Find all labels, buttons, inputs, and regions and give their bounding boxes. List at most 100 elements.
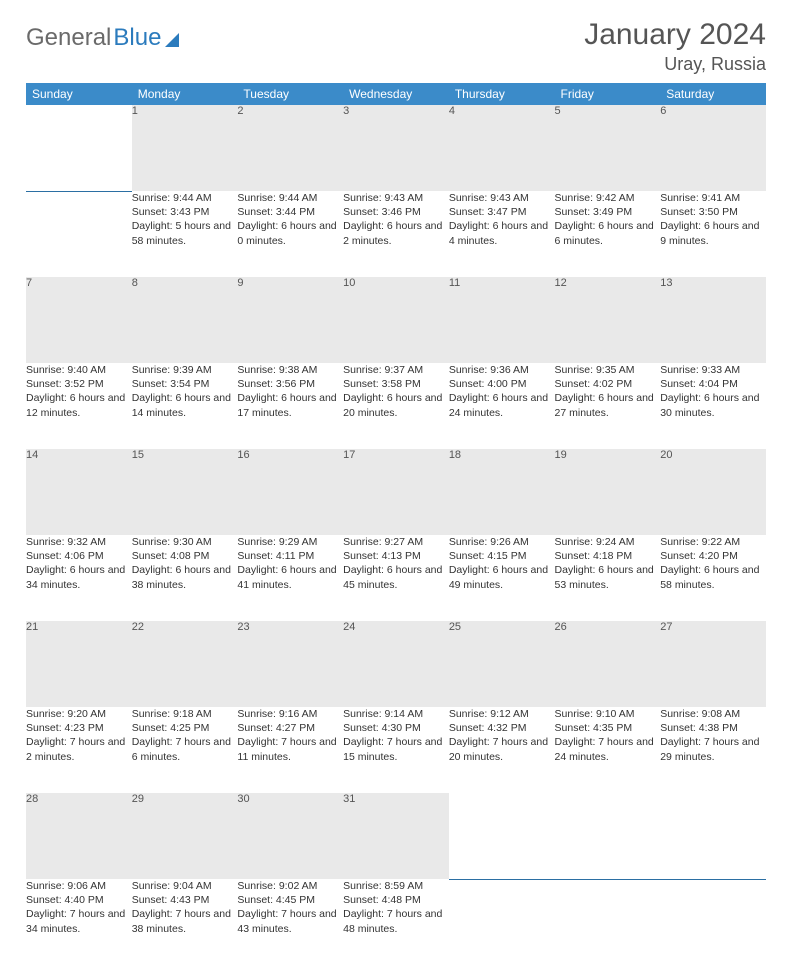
sunset-text: Sunset: 3:54 PM	[132, 377, 238, 391]
day-number-cell: 4	[449, 105, 555, 191]
sunrise-text: Sunrise: 9:37 AM	[343, 363, 449, 377]
day-number-cell: 23	[237, 621, 343, 707]
sunrise-text: Sunrise: 9:16 AM	[237, 707, 343, 721]
daylight-text: Daylight: 7 hours and 2 minutes.	[26, 735, 132, 763]
sunset-text: Sunset: 3:49 PM	[555, 205, 661, 219]
day-number-cell	[449, 793, 555, 879]
month-title: January 2024	[584, 18, 766, 52]
location-label: Uray, Russia	[584, 54, 766, 75]
day-number-cell	[26, 105, 132, 191]
day-number-cell: 14	[26, 449, 132, 535]
day-content-cell: Sunrise: 9:04 AMSunset: 4:43 PMDaylight:…	[132, 879, 238, 965]
day-content-cell: Sunrise: 9:32 AMSunset: 4:06 PMDaylight:…	[26, 535, 132, 621]
day-number-cell: 25	[449, 621, 555, 707]
day-content-cell: Sunrise: 9:40 AMSunset: 3:52 PMDaylight:…	[26, 363, 132, 449]
day-content-cell: Sunrise: 9:43 AMSunset: 3:47 PMDaylight:…	[449, 191, 555, 277]
daylight-text: Daylight: 6 hours and 0 minutes.	[237, 219, 343, 247]
sunrise-text: Sunrise: 9:06 AM	[26, 879, 132, 893]
sunset-text: Sunset: 4:48 PM	[343, 893, 449, 907]
daylight-text: Daylight: 6 hours and 45 minutes.	[343, 563, 449, 591]
sunset-text: Sunset: 4:40 PM	[26, 893, 132, 907]
day-number-cell: 9	[237, 277, 343, 363]
sunset-text: Sunset: 3:43 PM	[132, 205, 238, 219]
daylight-text: Daylight: 6 hours and 41 minutes.	[237, 563, 343, 591]
daylight-text: Daylight: 7 hours and 20 minutes.	[449, 735, 555, 763]
sunset-text: Sunset: 4:20 PM	[660, 549, 766, 563]
day-content-cell: Sunrise: 9:30 AMSunset: 4:08 PMDaylight:…	[132, 535, 238, 621]
day-number-cell	[555, 793, 661, 879]
sunrise-text: Sunrise: 9:32 AM	[26, 535, 132, 549]
sunrise-text: Sunrise: 9:35 AM	[555, 363, 661, 377]
daylight-text: Daylight: 7 hours and 11 minutes.	[237, 735, 343, 763]
weekday-header: Saturday	[660, 83, 766, 105]
brand-logo: GeneralBlue	[26, 18, 179, 52]
sunset-text: Sunset: 4:13 PM	[343, 549, 449, 563]
day-content-cell: Sunrise: 9:43 AMSunset: 3:46 PMDaylight:…	[343, 191, 449, 277]
day-number-cell: 2	[237, 105, 343, 191]
daylight-text: Daylight: 7 hours and 48 minutes.	[343, 907, 449, 935]
day-content-row: Sunrise: 9:32 AMSunset: 4:06 PMDaylight:…	[26, 535, 766, 621]
day-number-cell: 15	[132, 449, 238, 535]
day-content-cell: Sunrise: 9:36 AMSunset: 4:00 PMDaylight:…	[449, 363, 555, 449]
day-number-cell: 6	[660, 105, 766, 191]
daylight-text: Daylight: 6 hours and 49 minutes.	[449, 563, 555, 591]
day-content-cell: Sunrise: 9:14 AMSunset: 4:30 PMDaylight:…	[343, 707, 449, 793]
sunrise-text: Sunrise: 9:24 AM	[555, 535, 661, 549]
daylight-text: Daylight: 7 hours and 24 minutes.	[555, 735, 661, 763]
day-content-cell: Sunrise: 9:10 AMSunset: 4:35 PMDaylight:…	[555, 707, 661, 793]
daylight-text: Daylight: 6 hours and 2 minutes.	[343, 219, 449, 247]
day-number-cell: 13	[660, 277, 766, 363]
sunrise-text: Sunrise: 9:27 AM	[343, 535, 449, 549]
sunrise-text: Sunrise: 9:14 AM	[343, 707, 449, 721]
sunrise-text: Sunrise: 9:40 AM	[26, 363, 132, 377]
sunrise-text: Sunrise: 9:39 AM	[132, 363, 238, 377]
sunrise-text: Sunrise: 9:36 AM	[449, 363, 555, 377]
day-content-row: Sunrise: 9:06 AMSunset: 4:40 PMDaylight:…	[26, 879, 766, 965]
day-content-row: Sunrise: 9:20 AMSunset: 4:23 PMDaylight:…	[26, 707, 766, 793]
sunrise-text: Sunrise: 9:44 AM	[132, 191, 238, 205]
daylight-text: Daylight: 6 hours and 20 minutes.	[343, 391, 449, 419]
sunrise-text: Sunrise: 9:20 AM	[26, 707, 132, 721]
sunrise-text: Sunrise: 9:43 AM	[343, 191, 449, 205]
brand-part2: Blue	[113, 24, 161, 52]
day-number-row: 123456	[26, 105, 766, 191]
daylight-text: Daylight: 6 hours and 6 minutes.	[555, 219, 661, 247]
calendar-header-row: SundayMondayTuesdayWednesdayThursdayFrid…	[26, 83, 766, 105]
sunrise-text: Sunrise: 9:38 AM	[237, 363, 343, 377]
day-number-cell: 16	[237, 449, 343, 535]
sunrise-text: Sunrise: 9:30 AM	[132, 535, 238, 549]
weekday-header: Thursday	[449, 83, 555, 105]
sunset-text: Sunset: 4:23 PM	[26, 721, 132, 735]
sunset-text: Sunset: 3:58 PM	[343, 377, 449, 391]
sunrise-text: Sunrise: 9:02 AM	[237, 879, 343, 893]
daylight-text: Daylight: 6 hours and 17 minutes.	[237, 391, 343, 419]
sunset-text: Sunset: 4:18 PM	[555, 549, 661, 563]
day-number-cell: 18	[449, 449, 555, 535]
weekday-header: Sunday	[26, 83, 132, 105]
day-content-cell: Sunrise: 9:35 AMSunset: 4:02 PMDaylight:…	[555, 363, 661, 449]
sunrise-text: Sunrise: 9:29 AM	[237, 535, 343, 549]
daylight-text: Daylight: 6 hours and 34 minutes.	[26, 563, 132, 591]
daylight-text: Daylight: 6 hours and 38 minutes.	[132, 563, 238, 591]
day-content-cell	[26, 191, 132, 277]
day-number-cell: 3	[343, 105, 449, 191]
day-content-cell: Sunrise: 8:59 AMSunset: 4:48 PMDaylight:…	[343, 879, 449, 965]
daylight-text: Daylight: 7 hours and 34 minutes.	[26, 907, 132, 935]
day-content-cell	[555, 879, 661, 965]
daylight-text: Daylight: 6 hours and 9 minutes.	[660, 219, 766, 247]
sunrise-text: Sunrise: 9:43 AM	[449, 191, 555, 205]
day-number-cell: 7	[26, 277, 132, 363]
daylight-text: Daylight: 6 hours and 27 minutes.	[555, 391, 661, 419]
day-content-cell: Sunrise: 9:44 AMSunset: 3:43 PMDaylight:…	[132, 191, 238, 277]
sunrise-text: Sunrise: 9:08 AM	[660, 707, 766, 721]
day-content-cell: Sunrise: 9:18 AMSunset: 4:25 PMDaylight:…	[132, 707, 238, 793]
daylight-text: Daylight: 7 hours and 43 minutes.	[237, 907, 343, 935]
day-number-cell: 8	[132, 277, 238, 363]
sunset-text: Sunset: 4:15 PM	[449, 549, 555, 563]
daylight-text: Daylight: 7 hours and 29 minutes.	[660, 735, 766, 763]
day-number-cell: 29	[132, 793, 238, 879]
day-number-row: 21222324252627	[26, 621, 766, 707]
day-content-cell: Sunrise: 9:26 AMSunset: 4:15 PMDaylight:…	[449, 535, 555, 621]
sunset-text: Sunset: 3:44 PM	[237, 205, 343, 219]
sunset-text: Sunset: 4:06 PM	[26, 549, 132, 563]
